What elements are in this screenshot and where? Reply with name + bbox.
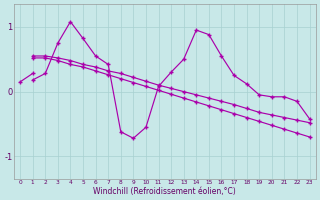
X-axis label: Windchill (Refroidissement éolien,°C): Windchill (Refroidissement éolien,°C) [93, 187, 236, 196]
